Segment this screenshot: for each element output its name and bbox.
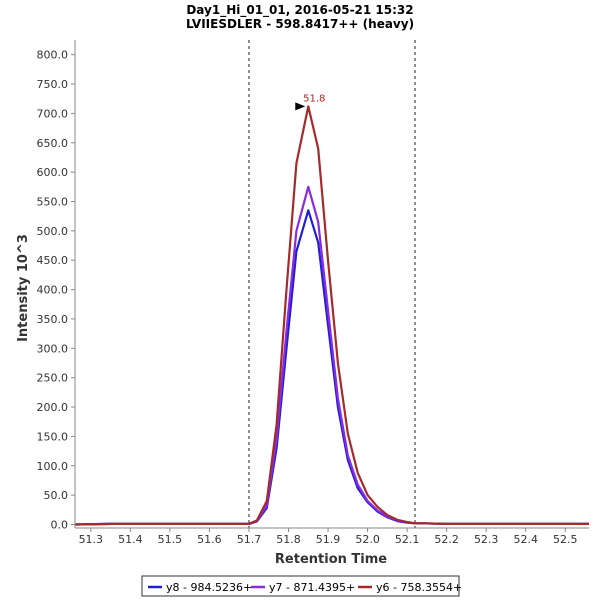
y-tick-label: 400.0 [37,284,69,297]
x-tick-label: 51.8 [276,533,301,546]
chromatogram-chart: Day1_Hi_01_01, 2016-05-21 15:32 LVIIESDL… [0,0,600,600]
y-tick-label: 200.0 [37,401,69,414]
x-tick-label: 51.6 [197,533,222,546]
y-axis-title: Intensity 10^3 [16,234,31,342]
x-tick-label: 51.7 [237,533,262,546]
x-tick-label: 52.3 [474,533,499,546]
y-tick-label: 100.0 [37,460,69,473]
plot-area [75,40,589,528]
y-tick-label: 250.0 [37,372,69,385]
y-tick-label: 550.0 [37,195,69,208]
y-tick-label: 450.0 [37,254,69,267]
x-tick-label: 52.4 [513,533,538,546]
chart-subtitle: LVIIESDLER - 598.8417++ (heavy) [186,17,414,31]
x-tick-label: 52.5 [553,533,578,546]
y-tick-label: 0.0 [51,518,69,531]
chart-title: Day1_Hi_01_01, 2016-05-21 15:32 [186,3,413,18]
legend-entry: y8 - 984.5236+ [166,581,252,594]
y-tick-label: 150.0 [37,430,69,443]
x-tick-label: 52.0 [355,533,380,546]
peak-label: 51.8 [303,93,325,104]
y-tick-label: 300.0 [37,342,69,355]
y-tick-label: 750.0 [37,78,69,91]
legend-entry: y7 - 871.4395+ [269,581,355,594]
x-tick-label: 51.9 [316,533,341,546]
x-tick-label: 52.2 [434,533,459,546]
x-tick-label: 52.1 [395,533,420,546]
y-tick-label: 500.0 [37,225,69,238]
y-tick-label: 50.0 [44,489,69,502]
y-tick-label: 700.0 [37,107,69,120]
y-tick-label: 600.0 [37,166,69,179]
x-tick-label: 51.5 [158,533,183,546]
y-tick-label: 350.0 [37,313,69,326]
x-axis-title: Retention Time [275,552,387,567]
y-tick-label: 800.0 [37,49,69,62]
legend-entry: y6 - 758.3554+ [376,581,462,594]
x-tick-label: 51.3 [79,533,104,546]
legend: y8 - 984.5236+ y7 - 871.4395+ y6 - 758.355… [142,576,462,596]
x-tick-label: 51.4 [118,533,143,546]
y-tick-label: 650.0 [37,137,69,150]
